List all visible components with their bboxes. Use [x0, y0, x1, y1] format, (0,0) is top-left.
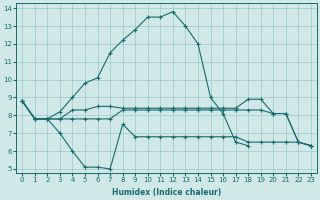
X-axis label: Humidex (Indice chaleur): Humidex (Indice chaleur)	[112, 188, 221, 197]
